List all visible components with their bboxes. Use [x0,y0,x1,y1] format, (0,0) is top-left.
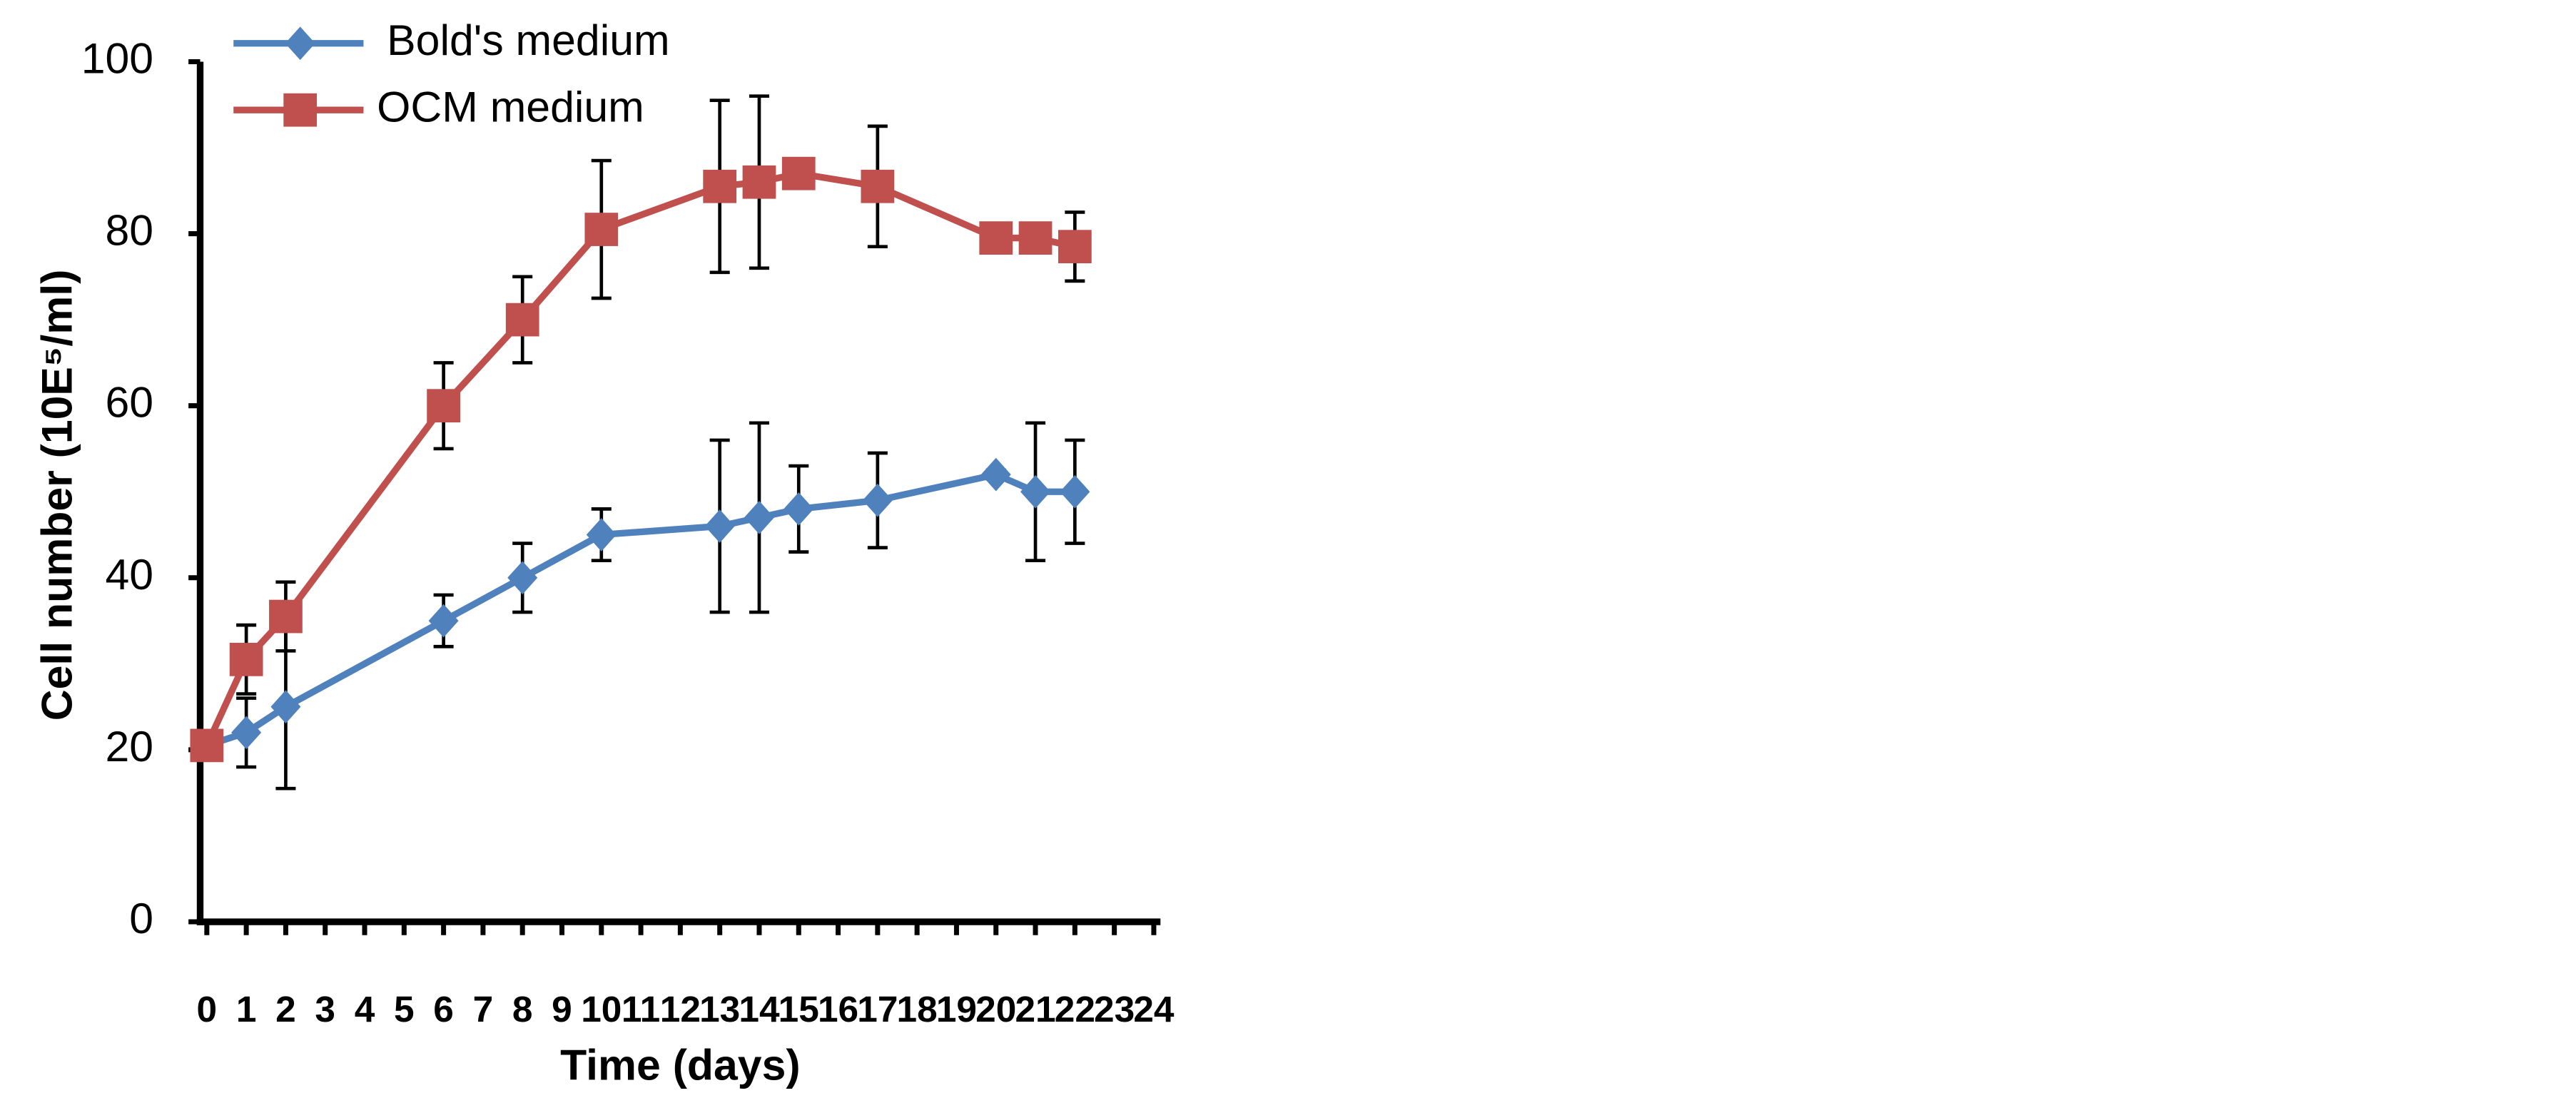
data-point [270,690,301,724]
x-tick-label: 23 [1094,988,1135,1030]
data-point [861,169,895,203]
data-point [1060,474,1090,509]
y-tick-label: 40 [106,550,154,599]
x-axis-label: Time (days) [560,1041,800,1089]
data-point [1058,230,1092,264]
data-point [704,509,735,543]
x-tick-label: 10 [581,988,622,1030]
legend-label: Bold's medium [387,16,669,64]
data-point [979,221,1013,255]
y-axis-label: Cell number (10E⁵/ml) [32,270,81,721]
data-point [190,728,224,763]
data-point [742,165,776,199]
series-line [203,170,1076,747]
legend-label: OCM medium [377,82,644,131]
y-tick-label: 0 [129,894,153,942]
data-point [744,501,774,534]
x-tick-label: 0 [197,988,218,1030]
x-tick-label: 12 [660,988,701,1030]
data-point [781,156,816,190]
x-tick-label: 20 [975,988,1016,1030]
data-point [1018,221,1053,255]
data-point [784,492,814,526]
legend-marker [285,26,315,61]
x-tick-label: 11 [622,988,660,1030]
x-tick-label: 8 [512,988,533,1030]
data-point [269,599,303,634]
x-tick-label: 16 [818,988,858,1030]
x-tick-label: 17 [857,988,898,1030]
x-tick-label: 3 [315,988,335,1030]
data-point [703,169,737,203]
data-point [427,389,460,423]
x-tick-label: 13 [699,988,740,1030]
x-tick-label: 2 [275,988,296,1030]
y-tick-label: 80 [106,206,154,255]
data-point [980,457,1011,492]
x-tick-label: 15 [779,988,819,1030]
y-tick-label: 100 [81,34,153,82]
x-tick-label: 18 [897,988,938,1030]
legend-marker [283,93,318,127]
y-tick-label: 20 [106,722,154,771]
x-tick-label: 21 [1015,988,1055,1030]
x-tick-label: 24 [1133,988,1175,1030]
x-tick-label: 9 [552,988,572,1030]
data-point [231,716,262,750]
x-tick-label: 14 [739,988,780,1030]
data-point [586,518,617,551]
data-point [584,213,619,246]
y-tick-label: 60 [106,378,154,427]
data-point [1020,474,1051,509]
x-tick-label: 19 [936,988,977,1030]
x-tick-label: 6 [433,988,454,1030]
x-tick-label: 4 [355,988,375,1030]
data-point [229,642,263,676]
x-tick-label: 22 [1055,988,1095,1030]
data-point [505,303,539,337]
x-tick-label: 7 [473,988,494,1030]
data-point [862,483,893,517]
data-point [507,561,538,595]
x-tick-label: 5 [394,988,415,1030]
data-point [428,604,459,638]
series-line [206,471,1075,749]
x-tick-label: 1 [236,988,257,1030]
